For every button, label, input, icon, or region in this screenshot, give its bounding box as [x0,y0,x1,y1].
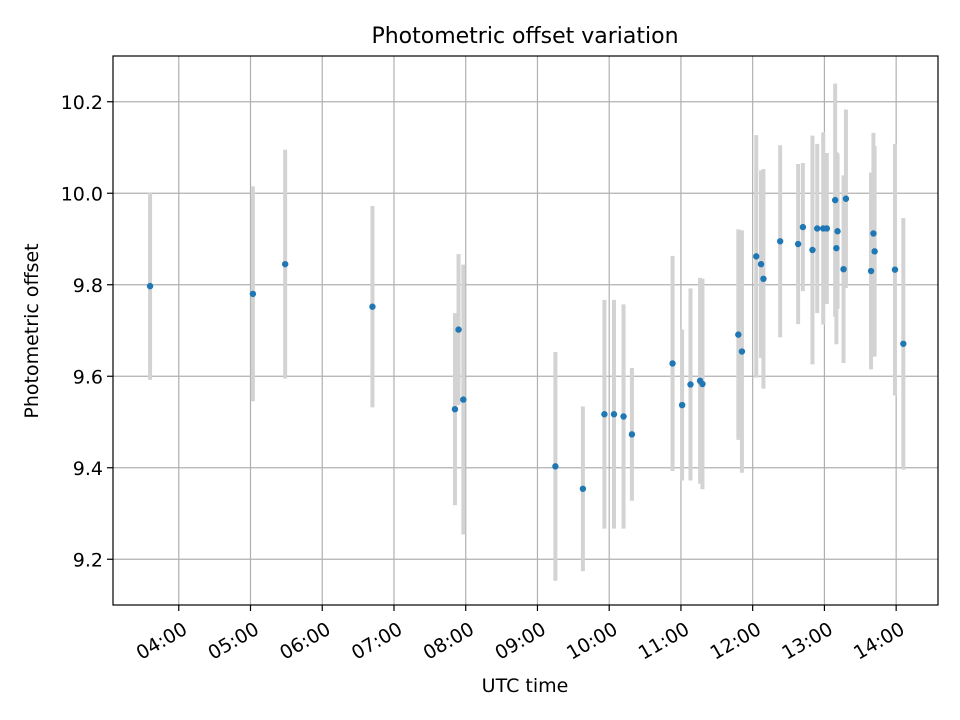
data-point [842,195,850,202]
data-point [687,381,694,388]
data-point [831,196,839,204]
data-point [369,303,376,310]
data-point [867,267,875,275]
y-tick-label: 10.2 [61,92,103,114]
y-tick-label: 9.2 [73,549,103,571]
y-tick-label: 9.6 [73,366,103,388]
data-point [753,253,760,260]
data-point [871,248,878,255]
data-point [601,411,608,418]
data-point [579,485,587,492]
data-point [757,260,765,268]
y-axis-ticks: 9.2 9.4 9.6 9.8 10.0 10.2 [61,92,113,571]
data-point [678,401,686,409]
data-point [620,413,627,420]
data-point [840,265,847,273]
data-point [552,463,559,470]
data-point [669,360,676,367]
data-point [809,246,816,254]
data-point [610,411,618,418]
data-point [870,230,877,237]
y-tick-label: 10.0 [61,183,103,205]
data-point [823,225,831,232]
data-point [735,331,742,338]
data-point [900,340,907,347]
data-point [451,405,459,413]
data-point [794,240,802,248]
axes-frame [112,55,939,606]
data-point [814,225,821,232]
data-point [738,348,746,355]
data-point [281,260,289,268]
data-point [760,275,767,283]
x-axis-label: UTC time [482,675,569,697]
data-point [776,238,784,245]
data-point [799,223,807,231]
chart-title: Photometric offset variation [371,24,678,49]
y-tick-label: 9.4 [73,458,103,480]
data-point [455,326,462,333]
data-point [460,396,467,403]
data-point [628,431,636,438]
data-point [833,244,840,252]
data-point [249,290,257,298]
data-points [146,195,907,492]
data-point [699,380,706,388]
y-tick-label: 9.8 [73,275,103,297]
data-point [891,266,899,273]
data-point [834,228,841,235]
y-axis-label: Photometric offset [21,243,43,418]
data-point [146,282,154,290]
